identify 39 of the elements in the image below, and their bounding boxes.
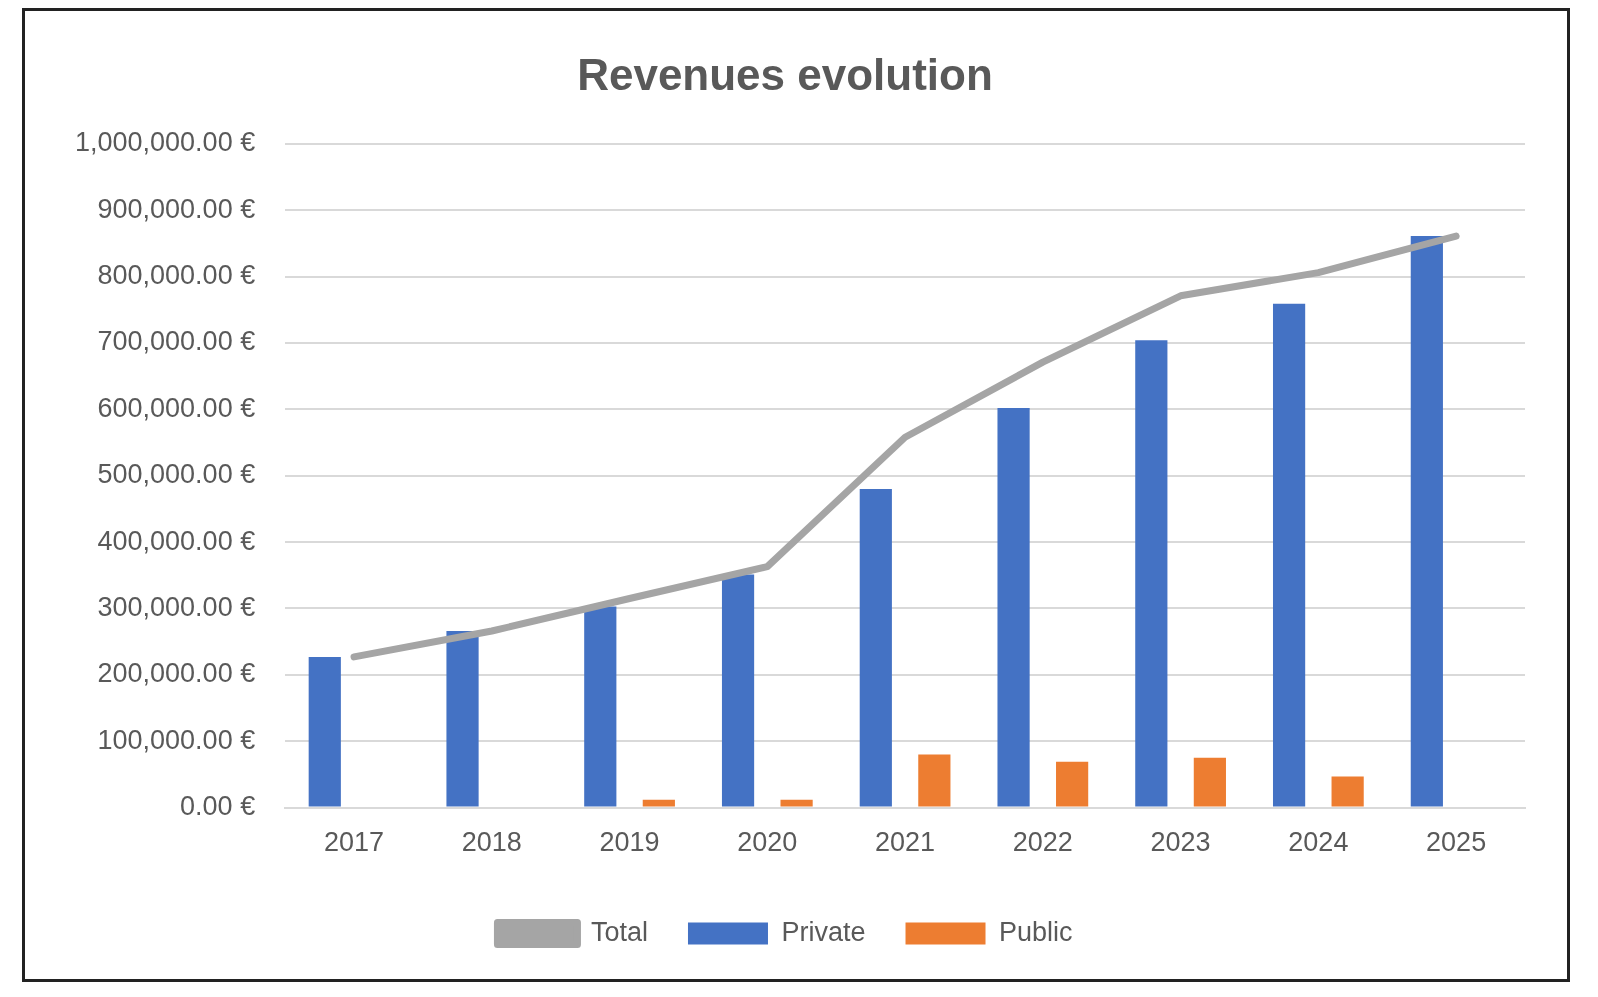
bar	[446, 631, 479, 807]
bar	[1135, 340, 1168, 807]
y-tick-label: 700,000.00 €	[97, 326, 256, 357]
y-tick-label: 500,000.00 €	[97, 459, 256, 490]
y-tick-label: 1,000,000.00 €	[75, 127, 256, 158]
bar	[997, 407, 1030, 807]
y-tick-label: 400,000.00 €	[97, 525, 256, 556]
legend-label: Private	[781, 916, 866, 947]
legend-label: Total	[590, 916, 648, 947]
bar	[584, 606, 617, 807]
x-tick-label: 2025	[1426, 827, 1487, 858]
chart-title: Revenues evolution	[577, 49, 993, 99]
bar	[859, 488, 892, 807]
y-tick-label: 900,000.00 €	[97, 193, 256, 224]
bar	[1331, 776, 1364, 807]
y-tick-label: 300,000.00 €	[97, 591, 256, 622]
y-tick-label: 600,000.00 €	[97, 392, 256, 423]
bar	[308, 656, 341, 807]
x-tick-label: 2018	[461, 827, 522, 858]
bar	[1193, 757, 1226, 807]
bar	[780, 799, 813, 807]
x-tick-label: 2017	[324, 827, 385, 858]
bar	[1410, 236, 1443, 807]
x-tick-label: 2020	[737, 827, 798, 858]
x-tick-label: 2023	[1150, 827, 1211, 858]
bar	[1056, 761, 1089, 807]
x-tick-label: 2019	[599, 827, 660, 858]
bar	[1272, 303, 1306, 807]
x-tick-label: 2021	[875, 827, 936, 858]
x-tick-label: 2022	[1012, 827, 1073, 858]
y-tick-label: 800,000.00 €	[97, 260, 256, 291]
bar	[721, 574, 755, 807]
y-tick-label: 0.00 €	[180, 791, 256, 822]
bar	[918, 754, 951, 807]
x-tick-label: 2024	[1288, 827, 1349, 858]
legend-label: Public	[999, 916, 1073, 947]
bar	[642, 799, 675, 807]
y-tick-label: 100,000.00 €	[97, 724, 256, 755]
y-tick-label: 200,000.00 €	[97, 658, 256, 689]
